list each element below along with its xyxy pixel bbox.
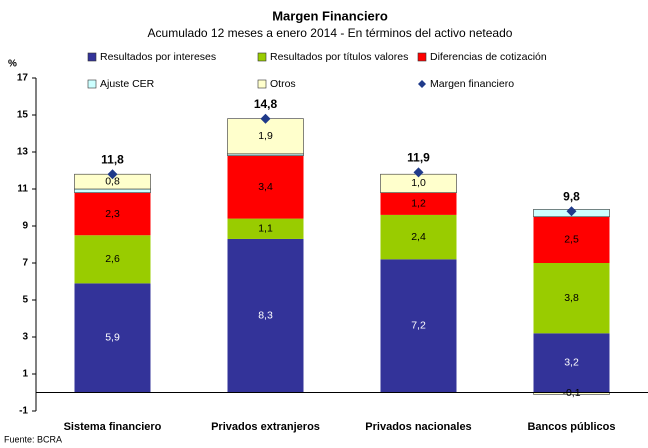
data-label: 1,2 — [411, 198, 426, 210]
x-tick-label: Privados extranjeros — [211, 421, 320, 433]
total-marker — [413, 167, 424, 178]
bar-segment — [74, 192, 151, 236]
data-label: 5,9 — [105, 332, 120, 344]
total-label: 9,8 — [563, 189, 580, 203]
y-tick-label: 17 — [17, 73, 29, 84]
bar-segment — [227, 238, 304, 393]
legend-label: Margen financiero — [430, 78, 514, 90]
y-tick-label: 15 — [17, 110, 29, 121]
data-label: 3,2 — [564, 357, 579, 369]
bar-segment — [380, 192, 457, 215]
y-tick-label: 3 — [22, 332, 28, 343]
y-tick-label: 13 — [17, 147, 29, 158]
legend-marker — [418, 80, 426, 88]
legend-swatch — [417, 52, 427, 62]
total-marker — [566, 206, 577, 217]
bar-segment — [533, 333, 610, 393]
total-label: 11,9 — [407, 151, 430, 165]
legend-label: Otros — [270, 78, 296, 90]
bar-segment — [533, 216, 610, 263]
bar-segment — [74, 188, 151, 193]
legend-swatch — [87, 79, 97, 89]
chart-subtitle: Acumulado 12 meses a enero 2014 - En tér… — [148, 26, 513, 40]
bar-segment — [227, 218, 304, 239]
data-label: -0,1 — [562, 387, 580, 399]
y-tick-label: -1 — [19, 406, 28, 417]
data-label: 2,4 — [411, 231, 426, 243]
y-tick-label: 7 — [22, 258, 28, 269]
legend-swatch — [87, 52, 97, 62]
y-tick-label: 1 — [22, 369, 28, 380]
legend-label: Diferencias de cotización — [430, 51, 547, 63]
bar-segment — [74, 235, 151, 284]
y-tick-label: 5 — [22, 295, 28, 306]
data-label: 8,3 — [258, 310, 273, 322]
x-tick-label: Bancos públicos — [527, 421, 615, 433]
data-label: 3,8 — [564, 292, 579, 304]
total-marker — [107, 169, 118, 180]
legend-label: Resultados por títulos valores — [270, 51, 408, 63]
legend-swatch — [257, 79, 267, 89]
bar-segment — [380, 214, 457, 260]
bar-segment — [380, 259, 457, 393]
bar-segment — [227, 155, 304, 219]
source: Fuente: BCRA — [4, 434, 62, 444]
y-tick-label: 9 — [22, 221, 28, 232]
data-label: 1,1 — [258, 223, 273, 235]
legend-label: Resultados por intereses — [100, 51, 216, 63]
y-tick-label: 11 — [17, 184, 28, 195]
data-label: 0,8 — [105, 175, 120, 187]
total-label: 11,8 — [101, 152, 124, 166]
bar-segment — [533, 263, 610, 334]
chart-title: Margen Financiero — [272, 8, 388, 23]
data-label: 3,4 — [258, 181, 273, 193]
y-axis-label: % — [8, 59, 17, 70]
legend-label: Ajuste CER — [100, 78, 155, 90]
total-label: 14,8 — [254, 97, 278, 111]
bar-segment — [74, 283, 151, 393]
data-label: 1,0 — [411, 177, 426, 189]
data-label: 2,5 — [564, 234, 579, 246]
legend-swatch — [257, 52, 267, 62]
x-tick-label: Privados nacionales — [365, 421, 471, 433]
x-tick-label: Sistema financiero — [64, 421, 162, 433]
total-marker — [260, 113, 271, 124]
data-label: 1,9 — [258, 130, 273, 142]
data-label: 2,6 — [105, 253, 120, 265]
bar-segment — [227, 118, 304, 155]
data-label: 7,2 — [411, 320, 426, 332]
data-label: 2,3 — [105, 208, 120, 220]
